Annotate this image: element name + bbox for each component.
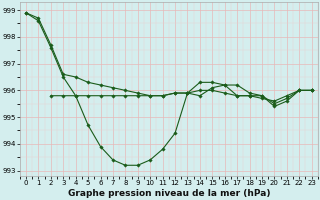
X-axis label: Graphe pression niveau de la mer (hPa): Graphe pression niveau de la mer (hPa) — [68, 189, 270, 198]
